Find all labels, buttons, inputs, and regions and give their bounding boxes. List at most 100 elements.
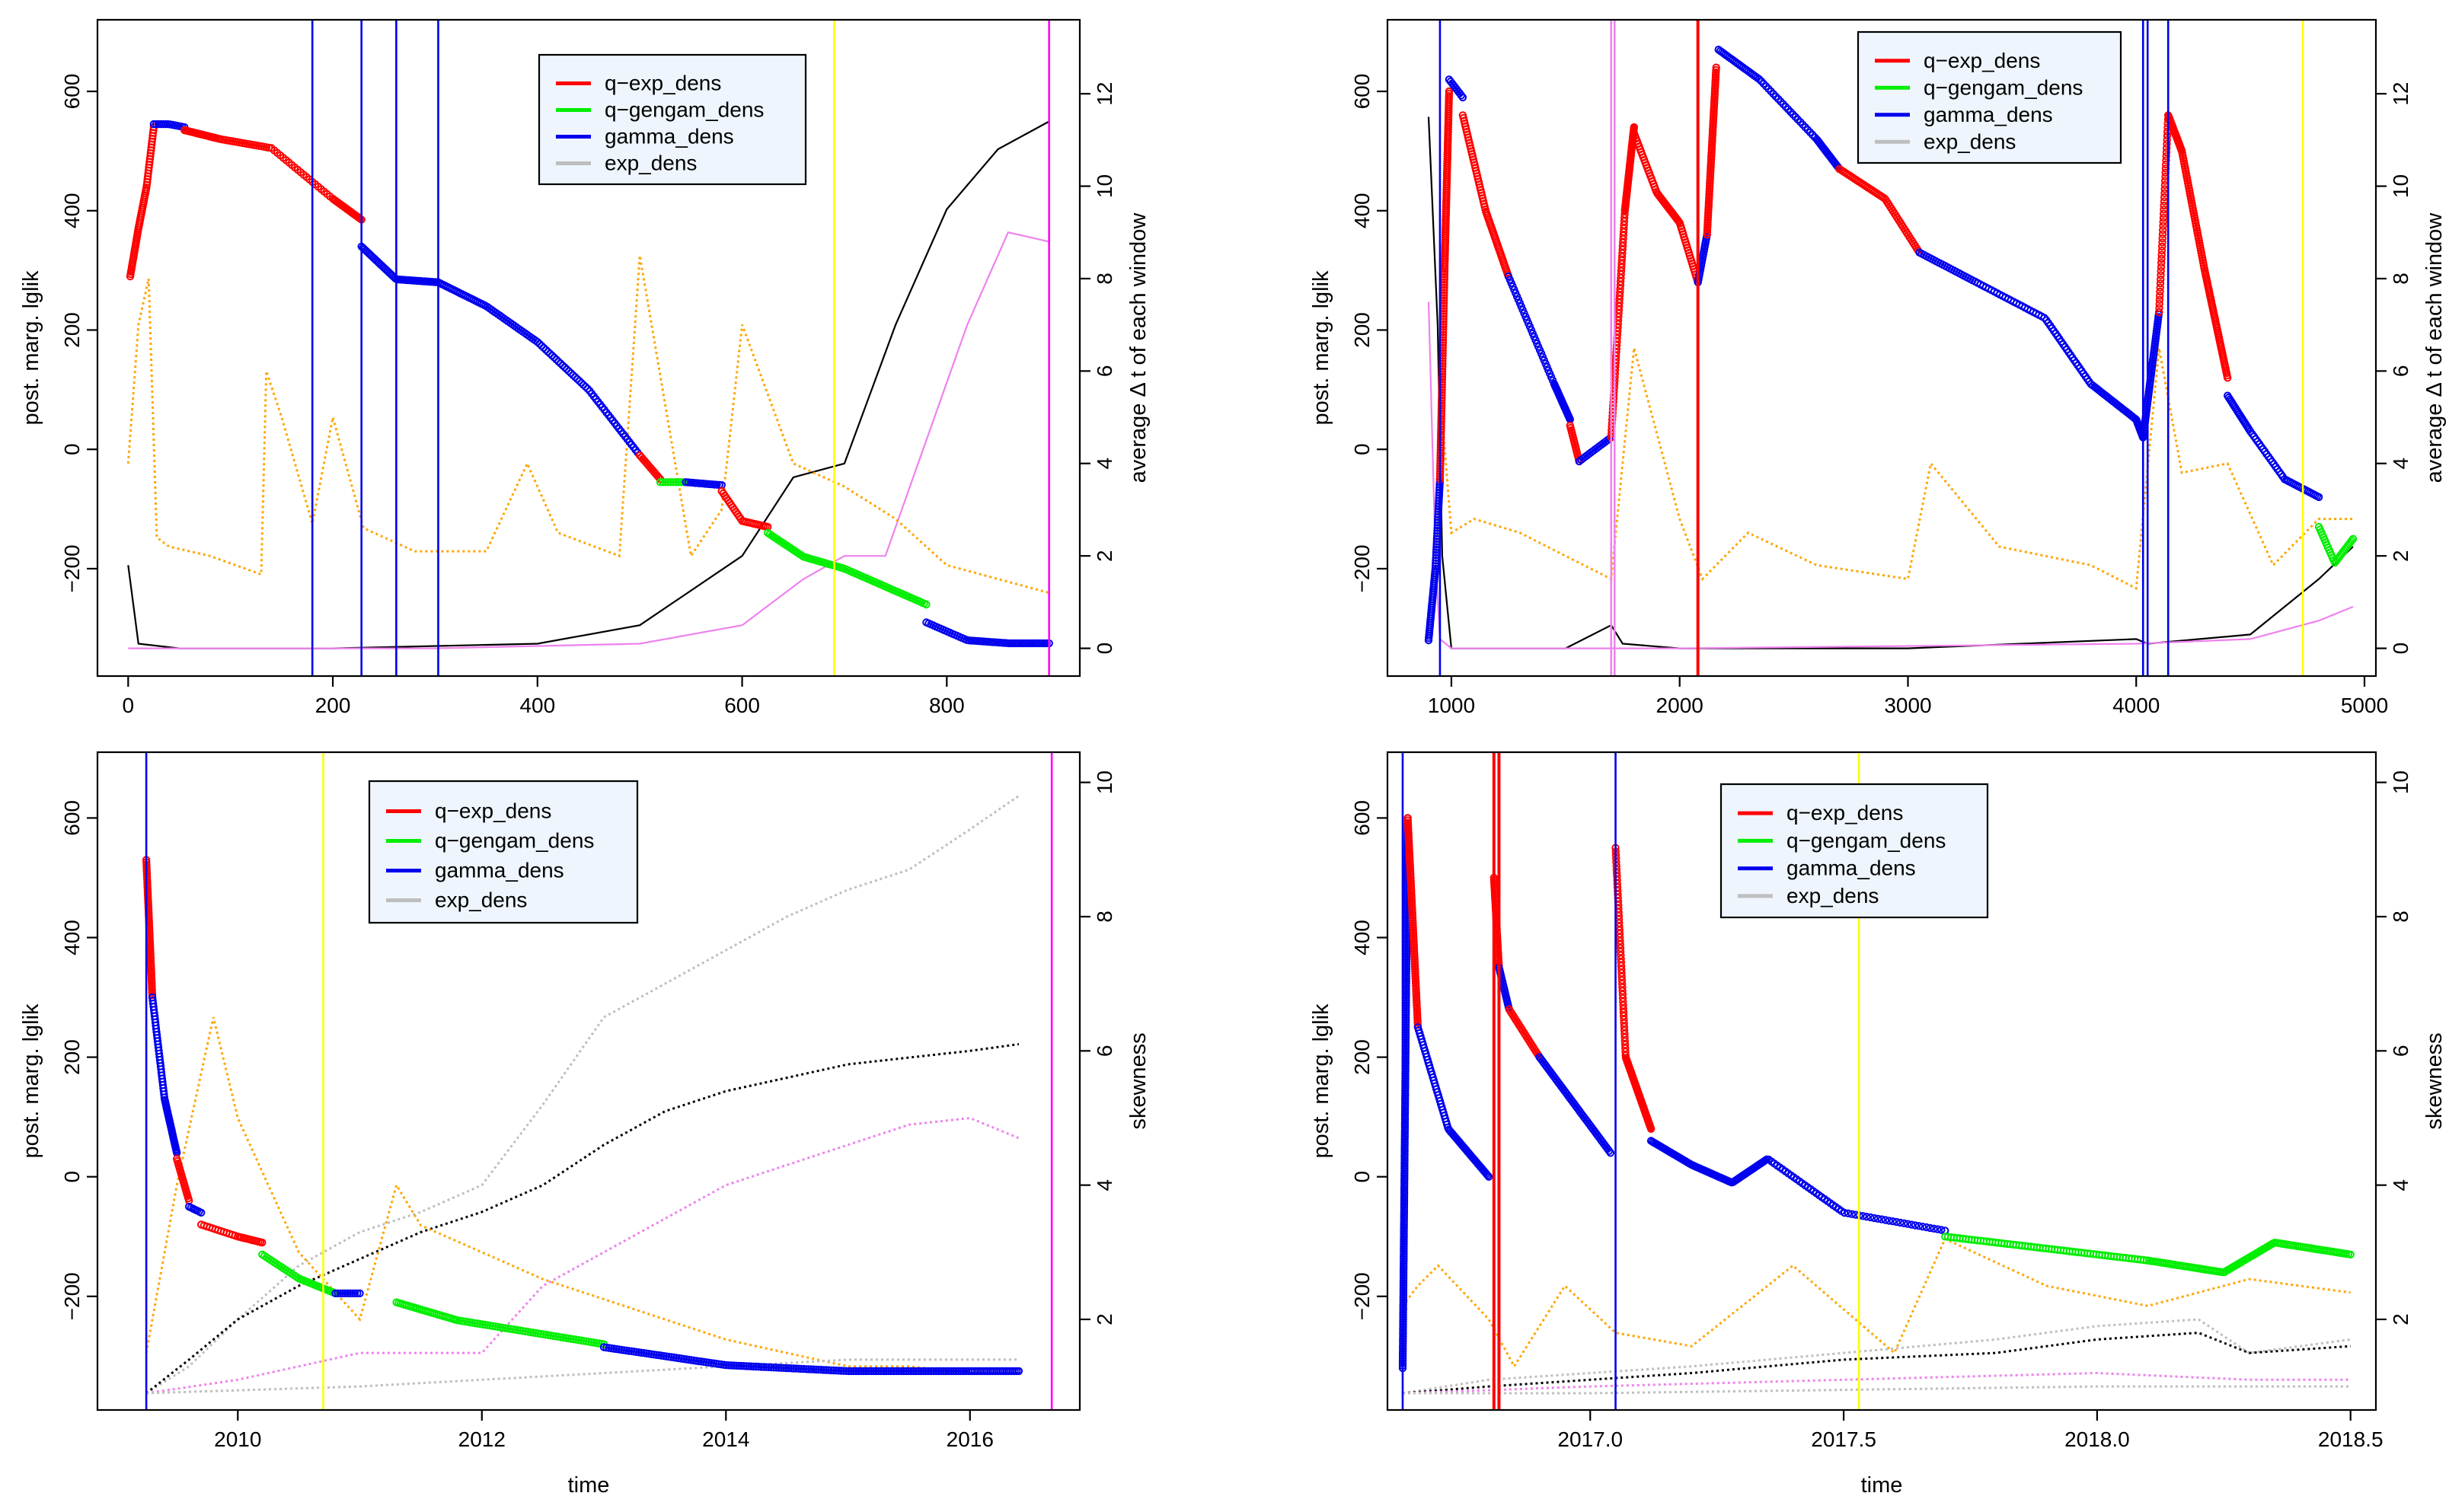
point-q_exp bbox=[1413, 1016, 1422, 1024]
point-q_gengam bbox=[922, 600, 931, 609]
point-q_exp bbox=[1617, 962, 1626, 970]
point-q_exp bbox=[1438, 391, 1446, 400]
point-q_exp bbox=[2163, 139, 2171, 148]
y-tick-label: 400 bbox=[60, 193, 84, 228]
point-q_exp bbox=[1410, 940, 1418, 949]
point-gamma bbox=[737, 1361, 746, 1370]
point-gamma bbox=[1400, 1157, 1409, 1166]
point-q_exp bbox=[1440, 278, 1448, 286]
x-tick-label: 4000 bbox=[2112, 694, 2160, 717]
point-q_exp bbox=[1617, 253, 1627, 261]
lglik-segment-q_gengam bbox=[1941, 1233, 2355, 1277]
point-q_exp bbox=[1618, 990, 1627, 999]
point-gamma bbox=[894, 1367, 903, 1376]
lglik-segment-gamma bbox=[1445, 75, 1467, 102]
point-q_gengam bbox=[656, 478, 665, 486]
point-q_exp bbox=[2155, 295, 2164, 304]
point-q_exp bbox=[1440, 280, 1448, 289]
point-gamma bbox=[1040, 639, 1049, 648]
x-tick-label: 2016 bbox=[947, 1427, 994, 1451]
y-axis-label: post. marg. lglik bbox=[1309, 1003, 1333, 1159]
point-q_exp bbox=[2159, 218, 2167, 226]
point-q_exp bbox=[1410, 950, 1419, 959]
point-gamma bbox=[552, 356, 560, 364]
point-gamma bbox=[932, 1367, 940, 1376]
y-tick-label: 0 bbox=[60, 443, 84, 455]
lglik-segment-gamma bbox=[1714, 45, 1844, 174]
point-gamma bbox=[346, 1289, 354, 1298]
point-gamma bbox=[902, 1367, 911, 1376]
point-gamma bbox=[867, 1367, 876, 1376]
point-q_gengam bbox=[659, 478, 667, 486]
point-q_exp bbox=[1403, 816, 1413, 825]
point-q_exp bbox=[1706, 174, 1714, 183]
y-tick-label: 200 bbox=[1350, 312, 1374, 348]
y2-tick-label: 8 bbox=[1093, 273, 1116, 285]
point-q_exp bbox=[1413, 1011, 1422, 1019]
point-q_exp bbox=[1405, 843, 1413, 852]
y2-tick-label: 10 bbox=[1093, 174, 1116, 198]
x-tick-label: 2010 bbox=[214, 1427, 261, 1451]
point-gamma bbox=[887, 1367, 896, 1376]
point-q_exp bbox=[1711, 80, 1719, 89]
point-q_exp bbox=[2163, 144, 2171, 152]
point-gamma bbox=[1431, 562, 1440, 570]
point-q_exp bbox=[258, 1238, 267, 1247]
point-q_exp bbox=[2163, 136, 2171, 144]
point-q_exp bbox=[1619, 1001, 1627, 1010]
series-black-line bbox=[1402, 1332, 2351, 1395]
point-q_exp bbox=[1711, 73, 1720, 81]
y2-tick-label: 0 bbox=[1093, 643, 1116, 655]
point-q_exp bbox=[1408, 904, 1416, 912]
point-q_exp bbox=[1612, 865, 1621, 874]
point-q_exp bbox=[1616, 936, 1624, 946]
x-tick-label: 2017.5 bbox=[1811, 1427, 1876, 1451]
panel-top-left: 0 200 400 600 800 −200 0 200 400 600 0 2 4 6 8 10 12 post… bbox=[19, 18, 1151, 717]
point-gamma bbox=[1877, 1215, 1886, 1223]
legend-label-q_gengam: q−gengam_dens bbox=[1786, 828, 1946, 852]
point-q_exp bbox=[1618, 987, 1627, 995]
series-orange-line bbox=[1401, 1237, 2351, 1369]
lglik-segment-gamma bbox=[357, 242, 644, 460]
lglik-segment-gamma bbox=[1646, 1137, 1949, 1235]
point-q_exp bbox=[2158, 230, 2167, 238]
point-gamma bbox=[934, 1367, 943, 1376]
legend-label-gamma: gamma_dens bbox=[605, 125, 734, 148]
point-gamma bbox=[1400, 1235, 1408, 1243]
point-q_exp bbox=[1413, 999, 1421, 1007]
y-tick-label: 0 bbox=[1350, 1171, 1374, 1183]
point-q_exp bbox=[1440, 283, 1448, 292]
point-q_exp bbox=[1620, 1019, 1628, 1028]
point-q_exp bbox=[2157, 250, 2166, 259]
point-gamma bbox=[544, 347, 552, 356]
point-gamma bbox=[2314, 493, 2323, 502]
point-q_exp bbox=[1407, 892, 1416, 900]
point-gamma bbox=[944, 1367, 953, 1376]
point-gamma bbox=[1400, 1152, 1409, 1161]
lglik-segment-q_exp bbox=[126, 123, 158, 281]
point-q_exp bbox=[1616, 940, 1624, 949]
point-gamma bbox=[538, 342, 546, 350]
y2-tick-label: 8 bbox=[2389, 273, 2412, 285]
point-gamma bbox=[1400, 1247, 1408, 1255]
point-q_gengam bbox=[679, 478, 688, 486]
point-gamma bbox=[1434, 515, 1442, 524]
point-q_exp bbox=[1437, 423, 1445, 431]
point-gamma bbox=[839, 1367, 848, 1375]
lglik-segment-q_exp bbox=[173, 1154, 193, 1205]
point-gamma bbox=[581, 382, 590, 391]
legend-label-exp: exp_dens bbox=[605, 152, 697, 175]
point-gamma bbox=[819, 1366, 828, 1374]
point-q_exp bbox=[1404, 828, 1413, 837]
legend-label-q_gengam: q−gengam_dens bbox=[605, 98, 764, 122]
series-violet-line bbox=[145, 1116, 1020, 1395]
point-gamma bbox=[1434, 510, 1442, 518]
point-gamma bbox=[1400, 1142, 1409, 1151]
point-q_exp bbox=[2158, 234, 2166, 243]
point-q_exp bbox=[143, 885, 152, 893]
point-q_exp bbox=[2162, 148, 2171, 157]
legend: q−exp_dens q−gengam_dens gamma_dens exp_den… bbox=[538, 53, 807, 186]
point-q_exp bbox=[1437, 414, 1445, 423]
point-gamma bbox=[897, 1367, 905, 1376]
lglik-segment-gamma bbox=[148, 993, 181, 1157]
